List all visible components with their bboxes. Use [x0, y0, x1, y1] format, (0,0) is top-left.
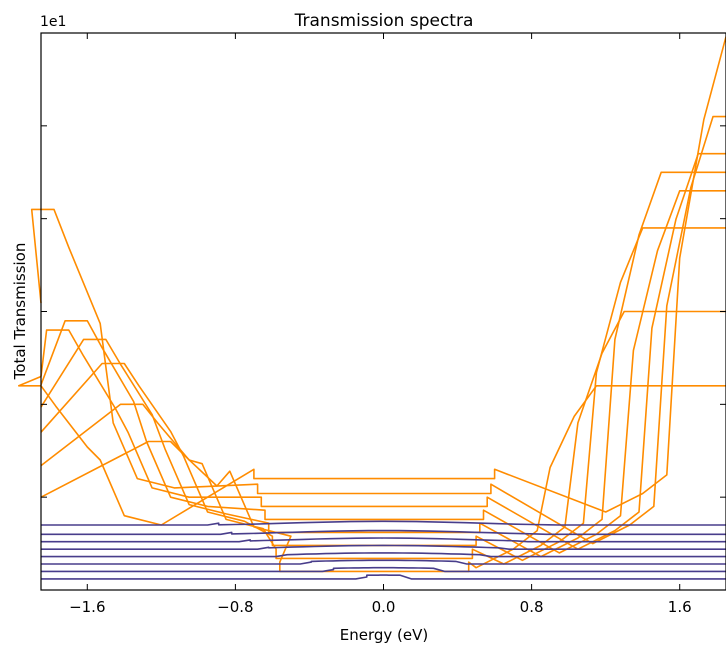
x-tick-label: −0.8	[217, 598, 253, 616]
series-line	[18, 36, 726, 526]
x-tick-label: −1.6	[69, 598, 105, 616]
plot-frame	[40, 32, 726, 591]
series-line	[30, 115, 726, 545]
series-line	[40, 227, 726, 562]
series-line	[41, 566, 726, 573]
x-tick-label: 0.0	[372, 598, 396, 616]
series-line	[40, 190, 726, 554]
x-tick-label: 1.6	[668, 598, 692, 616]
series-line	[40, 152, 726, 550]
y-offset-label: 1e1	[40, 14, 66, 30]
x-tick-label: 0.8	[520, 598, 544, 616]
series-layer	[18, 36, 726, 580]
series-line	[41, 574, 726, 580]
chart-title: Transmission spectra	[294, 11, 474, 31]
series-line	[41, 520, 726, 526]
series-line	[41, 544, 726, 550]
series-line	[41, 552, 726, 558]
series-line	[40, 171, 726, 558]
x-axis-label: Energy (eV)	[340, 626, 428, 644]
series-line	[41, 537, 726, 543]
series-line	[41, 529, 726, 536]
series-line	[40, 310, 726, 565]
tick-layer: −1.6 −0.8 0.0 0.8 1.6	[41, 32, 726, 616]
y-axis-label: Total Transmission	[11, 243, 29, 381]
series-line	[41, 559, 726, 565]
